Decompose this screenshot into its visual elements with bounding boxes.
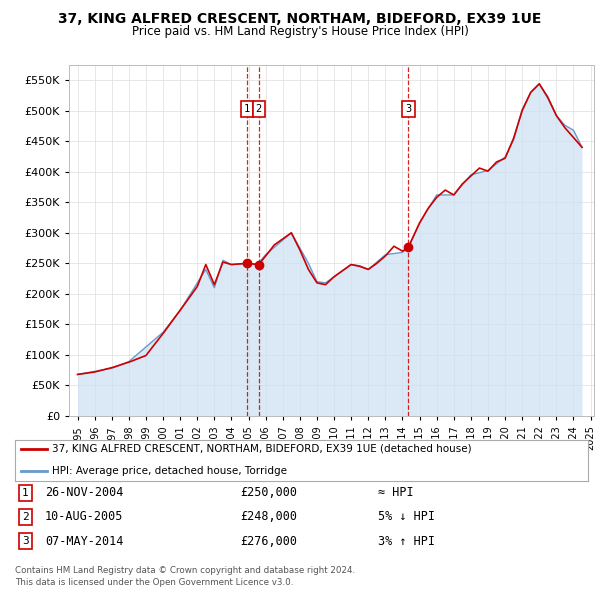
- Text: 5% ↓ HPI: 5% ↓ HPI: [378, 510, 435, 523]
- Text: 37, KING ALFRED CRESCENT, NORTHAM, BIDEFORD, EX39 1UE: 37, KING ALFRED CRESCENT, NORTHAM, BIDEF…: [58, 12, 542, 26]
- Text: 2: 2: [256, 104, 262, 114]
- Text: £276,000: £276,000: [240, 535, 297, 548]
- Text: HPI: Average price, detached house, Torridge: HPI: Average price, detached house, Torr…: [52, 466, 287, 476]
- Text: 3: 3: [406, 104, 412, 114]
- Text: 07-MAY-2014: 07-MAY-2014: [45, 535, 124, 548]
- Text: 3: 3: [22, 536, 29, 546]
- Text: £248,000: £248,000: [240, 510, 297, 523]
- Text: 3% ↑ HPI: 3% ↑ HPI: [378, 535, 435, 548]
- Text: 26-NOV-2004: 26-NOV-2004: [45, 486, 124, 499]
- Text: 10-AUG-2005: 10-AUG-2005: [45, 510, 124, 523]
- Text: 2: 2: [22, 512, 29, 522]
- Text: 1: 1: [22, 488, 29, 497]
- Text: 1: 1: [244, 104, 250, 114]
- Text: Price paid vs. HM Land Registry's House Price Index (HPI): Price paid vs. HM Land Registry's House …: [131, 25, 469, 38]
- Text: £250,000: £250,000: [240, 486, 297, 499]
- Text: Contains HM Land Registry data © Crown copyright and database right 2024.
This d: Contains HM Land Registry data © Crown c…: [15, 566, 355, 587]
- Text: ≈ HPI: ≈ HPI: [378, 486, 413, 499]
- Text: 37, KING ALFRED CRESCENT, NORTHAM, BIDEFORD, EX39 1UE (detached house): 37, KING ALFRED CRESCENT, NORTHAM, BIDEF…: [52, 444, 472, 454]
